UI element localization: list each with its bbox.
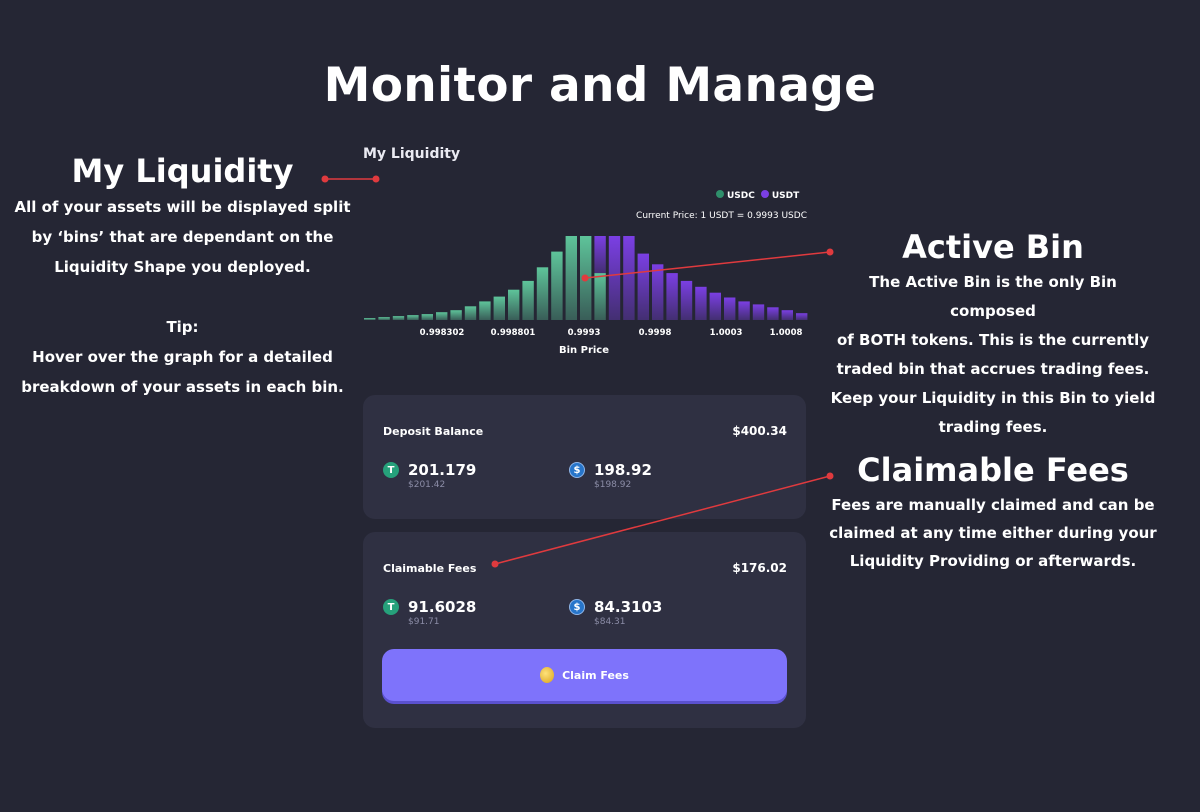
usdt-bin-bar[interactable]	[767, 307, 779, 320]
usdc-bin-bar[interactable]	[522, 280, 534, 320]
tip-line: breakdown of your assets in each bin.	[21, 378, 344, 396]
deposit-usdt: T 201.179 $201.42	[383, 461, 476, 491]
fees-usdt-usd: $91.71	[408, 617, 440, 627]
claimable-fees-explainer: Claimable Fees Fees are manually claimed…	[826, 449, 1160, 575]
explainer-line: Liquidity Shape you deployed.	[54, 258, 311, 276]
usdt-bin-bar[interactable]	[652, 264, 664, 320]
fees-usdc: $ 84.3103 $84.31	[569, 598, 662, 628]
x-tick-label: 1.0008	[770, 328, 803, 338]
active-bin-explainer: Active Bin The Active Bin is the only Bi…	[826, 226, 1160, 442]
usdt-bin-bar[interactable]	[695, 286, 707, 320]
tip-label: Tip:	[166, 318, 199, 336]
x-tick-label: 0.998302	[420, 328, 465, 338]
deposit-usdc-amount: 198.92	[594, 461, 652, 479]
deposit-balance-card: Deposit Balance $400.34 T 201.179 $201.4…	[363, 395, 806, 519]
claimable-fees-card: Claimable Fees $176.02 T 91.6028 $91.71 …	[363, 532, 806, 728]
usdt-bin-bar[interactable]	[680, 280, 693, 320]
usdt-bin-bar[interactable]	[781, 310, 793, 320]
chart-title: My Liquidity	[363, 146, 461, 162]
active-bin-line: traded bin that accrues trading fees.	[836, 360, 1150, 378]
usdc-bin-bar[interactable]	[565, 236, 577, 320]
deposit-balance-total: $400.34	[732, 424, 787, 438]
usdc-bin-bar[interactable]	[493, 296, 505, 320]
fees-usdt: T 91.6028 $91.71	[383, 598, 476, 628]
explainer-line: All of your assets will be displayed spl…	[14, 198, 351, 216]
usdc-bin-bar[interactable]	[479, 301, 491, 320]
my-liquidity-heading: My Liquidity	[71, 152, 294, 190]
usdt-bin-bar[interactable]	[623, 236, 635, 320]
fees-usdt-amount: 91.6028	[408, 598, 477, 616]
claimable-fees-label: Claimable Fees	[383, 562, 477, 575]
usdc-bin-bar[interactable]	[392, 316, 405, 320]
connector-my-liquidity	[321, 175, 380, 183]
usdc-bin-bar[interactable]	[551, 251, 563, 320]
x-tick-label: 0.9993	[568, 328, 601, 338]
usdt-dot-icon	[760, 190, 769, 198]
claimable-fees-total: $176.02	[732, 561, 787, 575]
legend-usdt: USDT	[760, 190, 800, 201]
usdc-bin-bar[interactable]	[378, 317, 390, 320]
x-axis-label: Bin Price	[559, 345, 609, 356]
coin-icon	[540, 667, 555, 683]
active-bin-line: of BOTH tokens. This is the currently	[836, 331, 1150, 349]
usdt-bin-bar[interactable]	[637, 253, 649, 320]
claim-fees-button[interactable]: Claim Fees	[382, 649, 787, 701]
usdc-bin-bar[interactable]	[508, 289, 520, 320]
explainer-line: by ‘bins’ that are dependant on the	[31, 228, 334, 246]
usdc-bin-bar[interactable]	[421, 314, 433, 320]
claim-fees-button-label: Claim Fees	[562, 668, 629, 682]
deposit-usdt-usd: $201.42	[408, 480, 446, 490]
active-bin-usdt-bar[interactable]	[594, 236, 606, 274]
usdt-bin-bar[interactable]	[608, 236, 621, 320]
legend-usdc: USDC	[716, 190, 755, 201]
active-bin-usdc-bar[interactable]	[594, 273, 606, 320]
claimable-line: Liquidity Providing or afterwards.	[849, 552, 1137, 570]
legend-usdc-label: USDC	[727, 191, 755, 201]
usdc-bin-bar[interactable]	[464, 306, 477, 320]
tether-icon: T	[383, 462, 399, 478]
connector-active-bin	[581, 248, 834, 282]
usdt-bin-bar[interactable]	[709, 292, 721, 320]
x-tick-label: 1.0003	[710, 328, 743, 338]
active-bin-line: trading fees.	[938, 418, 1048, 436]
page-title: Monitor and Manage	[323, 58, 877, 113]
usdt-bin-bar[interactable]	[738, 301, 750, 320]
usdc-bin-bar[interactable]	[364, 318, 376, 320]
usdc-icon: $	[569, 462, 585, 478]
usdc-dot-icon	[716, 190, 724, 198]
tether-icon: T	[383, 599, 399, 615]
fees-usdc-usd: $84.31	[594, 617, 626, 627]
active-bin-line: The Active Bin is the only Bin composed	[869, 273, 1117, 320]
deposit-balance-label: Deposit Balance	[383, 425, 484, 438]
claimable-line: claimed at any time either during your	[829, 524, 1157, 542]
usdc-bin-bar[interactable]	[436, 312, 448, 320]
usdt-bin-bar[interactable]	[724, 297, 736, 321]
claimable-fees-heading: Claimable Fees	[857, 451, 1129, 489]
current-price: Current Price: 1 USDT = 0.9993 USDC	[636, 211, 807, 221]
usdt-bin-bar[interactable]	[796, 313, 808, 320]
usdt-bin-bar[interactable]	[666, 273, 678, 320]
x-tick-label: 0.9998	[639, 328, 672, 338]
active-bin-line: Keep your Liquidity in this Bin to yield	[830, 389, 1156, 407]
x-tick-label: 0.998801	[491, 328, 536, 338]
usdc-bin-bar[interactable]	[536, 267, 549, 320]
usdc-bin-bar[interactable]	[407, 315, 419, 320]
chart-legend: USDC USDT	[716, 190, 799, 201]
chart-tick-labels: 0.998302 0.998801 0.9993 0.9998 1.0003 1.0008	[420, 328, 803, 338]
usdt-bin-bar[interactable]	[752, 304, 765, 320]
deposit-usdc: $ 198.92 $198.92	[569, 461, 652, 491]
deposit-usdc-usd: $198.92	[594, 480, 632, 490]
tip-line: Hover over the graph for a detailed	[32, 348, 333, 366]
connector-claimable-fees	[491, 472, 834, 568]
fees-usdc-amount: 84.3103	[594, 598, 663, 616]
claimable-line: Fees are manually claimed and can be	[831, 496, 1155, 514]
active-bin-heading: Active Bin	[902, 228, 1084, 266]
usdc-bin-bar[interactable]	[450, 310, 462, 320]
my-liquidity-explainer: My Liquidity All of your assets will be …	[10, 150, 355, 402]
usdc-icon: $	[569, 599, 585, 615]
deposit-usdt-amount: 201.179	[408, 461, 477, 479]
legend-usdt-label: USDT	[771, 191, 800, 201]
